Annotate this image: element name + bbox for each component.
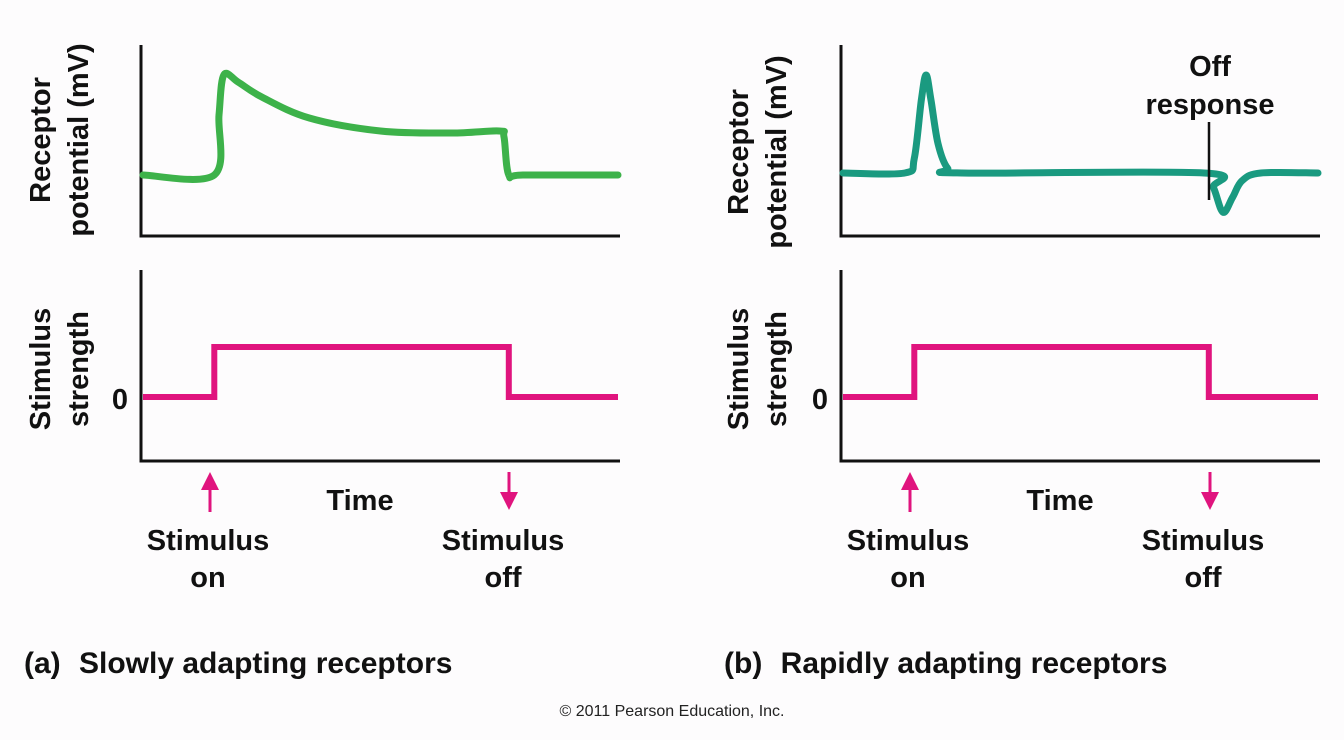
panel-a-stimulus-off-label-line1: Stimulus bbox=[442, 525, 564, 557]
panel-b-zero-tick: 0 bbox=[812, 384, 828, 416]
panel-b-xlabel: Time bbox=[1026, 485, 1093, 517]
panel-a-top-ylabel-line2: potential (mV) bbox=[63, 43, 95, 236]
panel-b-off-response-label-line1: Off bbox=[1189, 51, 1231, 83]
panel-b-off-response-label-line2: response bbox=[1146, 89, 1275, 121]
panel-b-bottom-axes bbox=[839, 270, 1320, 463]
panel-a-bottom-ylabel-line1: Stimulus bbox=[25, 308, 57, 430]
panel-a-top-ylabel-line1: Receptor bbox=[25, 77, 57, 203]
panel-b-caption-text: Rapidly adapting receptors bbox=[781, 647, 1168, 680]
panel-b-stimulus-on-arrow bbox=[901, 472, 919, 512]
panel-b-stimulus-off-label-line1: Stimulus bbox=[1142, 525, 1264, 557]
panel-a-stimulus-off-label-line2: off bbox=[484, 562, 521, 594]
panel-a-stimulus-on-label-line1: Stimulus bbox=[147, 525, 269, 557]
panel-a-caption-letter: (a) bbox=[24, 647, 61, 680]
panel-b-top-axes bbox=[839, 45, 1320, 238]
panel-a-stimulus-on-label-line2: on bbox=[190, 562, 225, 594]
panel-b-stimulus-on-label-line2: on bbox=[890, 562, 925, 594]
panel-a-stimulus-line bbox=[143, 344, 618, 400]
panel-b-caption: (b) Rapidly adapting receptors bbox=[724, 647, 1167, 680]
panel-a-caption-text: Slowly adapting receptors bbox=[79, 647, 452, 680]
panel-a-zero-tick: 0 bbox=[112, 384, 128, 416]
panel-a-bottom-ylabel-line2: strength bbox=[63, 311, 95, 427]
panel-a-stimulus-off-arrow bbox=[500, 472, 518, 510]
panel-a-stimulus-on-arrow bbox=[201, 472, 219, 512]
panel-b-stimulus-off-label-line2: off bbox=[1184, 562, 1221, 594]
panel-b-bottom-ylabel-line2: strength bbox=[761, 311, 793, 427]
panel-a-xlabel: Time bbox=[326, 485, 393, 517]
panel-b-stimulus-on-label-line1: Stimulus bbox=[847, 525, 969, 557]
panel-a-receptor-potential-line bbox=[139, 69, 622, 183]
copyright: © 2011 Pearson Education, Inc. bbox=[560, 703, 785, 720]
panel-b-top-ylabel-line2: potential (mV) bbox=[761, 55, 793, 248]
panel-b: Receptor potential (mV) Off response Sti… bbox=[723, 45, 1322, 680]
panel-a: Receptor potential (mV) Stimulus strengt… bbox=[24, 43, 622, 680]
panel-b-stimulus-line bbox=[843, 344, 1318, 400]
panel-a-top-axes bbox=[139, 45, 620, 238]
panel-b-stimulus-off-arrow bbox=[1201, 472, 1219, 510]
panel-a-bottom-axes bbox=[139, 270, 620, 463]
panel-b-caption-letter: (b) bbox=[724, 647, 762, 680]
panel-b-receptor-potential-line bbox=[839, 71, 1322, 216]
panel-b-bottom-ylabel-line1: Stimulus bbox=[723, 308, 755, 430]
panel-b-top-ylabel-line1: Receptor bbox=[723, 89, 755, 215]
panel-a-caption: (a) Slowly adapting receptors bbox=[24, 647, 452, 680]
